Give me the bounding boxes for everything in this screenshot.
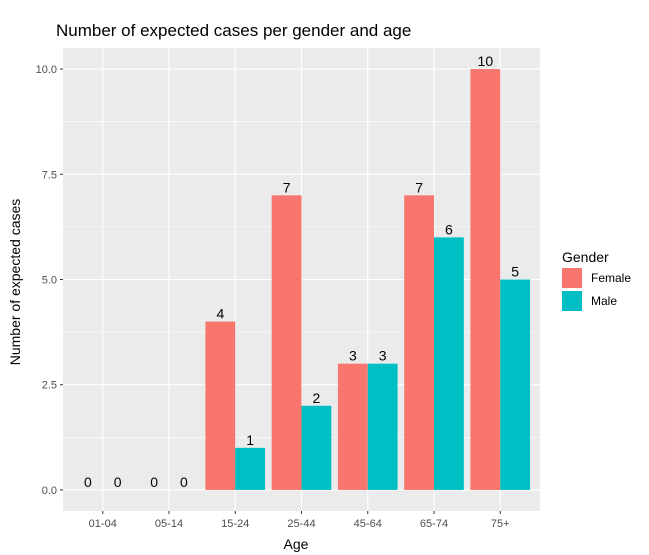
y-axis: 0.0 2.5 5.0 7.5 10.0 <box>36 64 63 497</box>
y-axis-title: Number of expected cases <box>7 199 23 366</box>
x-tick-label: 75+ <box>491 518 510 530</box>
x-tick-label: 45-64 <box>354 518 382 530</box>
data-label: 1 <box>246 432 254 448</box>
bars <box>205 69 531 490</box>
bar-female <box>470 69 501 490</box>
chart-title: Number of expected cases per gender and … <box>56 21 411 40</box>
data-label: 0 <box>180 474 188 490</box>
y-tick-label: 0.0 <box>42 485 57 497</box>
data-label: 4 <box>216 306 224 322</box>
x-tick-label: 25-44 <box>287 518 315 530</box>
legend-label: Male <box>591 294 617 308</box>
y-tick-label: 10.0 <box>36 64 57 76</box>
bar-female <box>337 363 368 490</box>
bar-male <box>301 405 332 490</box>
x-axis-title: Age <box>284 536 309 552</box>
data-label: 0 <box>114 474 122 490</box>
data-label: 3 <box>379 348 387 364</box>
data-label: 5 <box>511 264 519 280</box>
legend-key-male <box>562 291 582 311</box>
data-label: 10 <box>478 53 494 69</box>
legend-title: Gender <box>562 249 609 265</box>
bar-male <box>500 279 531 490</box>
bar-female <box>205 321 236 490</box>
data-label: 7 <box>283 179 291 195</box>
y-tick-label: 7.5 <box>42 169 57 181</box>
bar-male <box>367 363 398 490</box>
legend: Gender Female Male <box>562 249 631 311</box>
legend-key-female <box>562 268 582 288</box>
y-tick-label: 2.5 <box>42 380 57 392</box>
data-label: 0 <box>84 474 92 490</box>
data-label: 3 <box>349 348 357 364</box>
x-axis: 01-04 05-14 15-24 25-44 45-64 65-74 75+ <box>89 511 510 530</box>
legend-label: Female <box>591 271 631 285</box>
x-tick-label: 65-74 <box>420 518 448 530</box>
bar-male <box>434 237 464 490</box>
data-label: 7 <box>415 179 423 195</box>
data-label: 2 <box>313 390 321 406</box>
x-tick-label: 01-04 <box>89 518 117 530</box>
bar-male <box>235 447 266 490</box>
x-tick-label: 15-24 <box>221 518 249 530</box>
x-tick-label: 05-14 <box>155 518 183 530</box>
data-label: 0 <box>150 474 158 490</box>
bar-female <box>404 195 434 490</box>
data-labels: 0 0 4 7 3 7 10 0 0 1 2 3 6 5 <box>84 53 519 490</box>
y-tick-label: 5.0 <box>42 275 57 287</box>
bar-female <box>271 195 302 490</box>
data-label: 6 <box>445 221 453 237</box>
